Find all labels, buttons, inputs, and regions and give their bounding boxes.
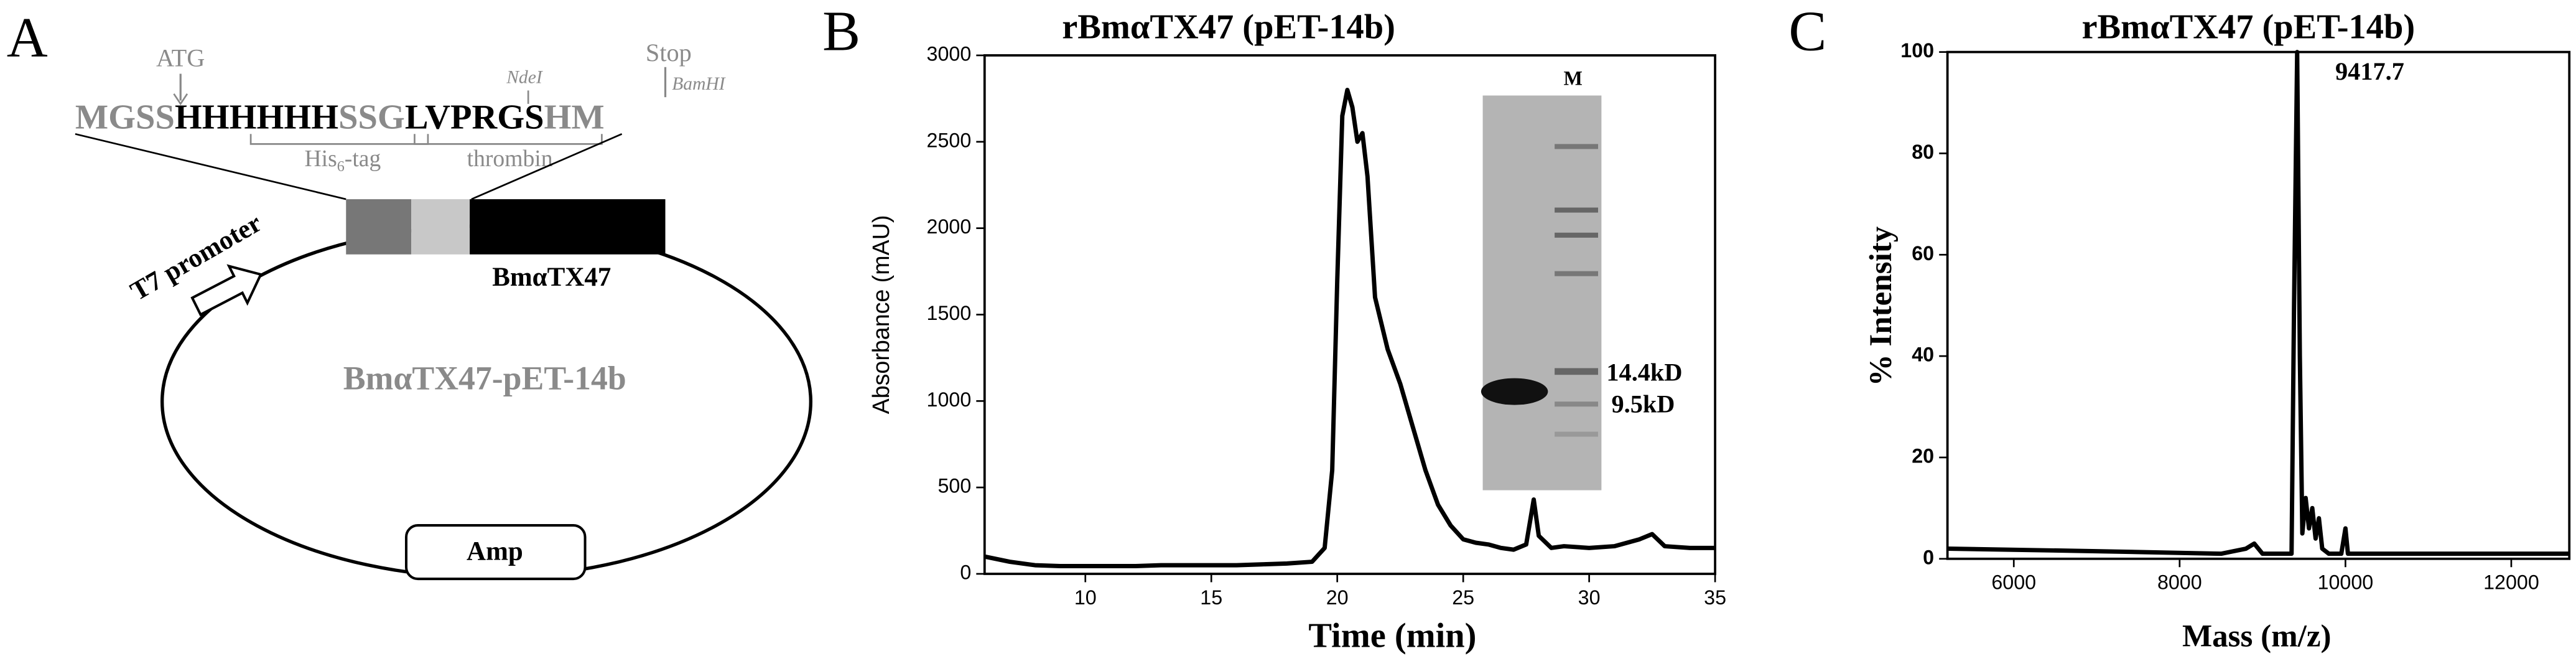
y-tick-label: 1500 [927, 302, 972, 324]
x-tick-label: 30 [1578, 586, 1601, 609]
x-tick-label: 8000 [2157, 571, 2202, 594]
y-tick-label: 0 [1923, 546, 1934, 568]
site-label: BamHI [672, 74, 725, 94]
x-tick-label: 25 [1452, 586, 1474, 609]
bracket [414, 134, 603, 145]
zoom-line [471, 133, 623, 200]
marker-band [1555, 401, 1598, 407]
marker-band [1555, 144, 1598, 149]
x-tick-label: 10000 [2318, 571, 2374, 594]
panel-label: C [1788, 0, 1826, 62]
site-label: NdeI [506, 67, 543, 87]
panel-label: A [7, 6, 48, 69]
seq-part: LVPRGS [405, 98, 544, 137]
arrow-head [173, 93, 188, 106]
y-tick-label: 2500 [927, 129, 972, 151]
y-tick-label: 1000 [927, 388, 972, 411]
x-tick-label: 15 [1200, 586, 1222, 609]
gene-label: BmαTX47 [492, 263, 611, 292]
y-tick-label: 80 [1912, 141, 1934, 163]
sequence: MGSSHHHHHHSSGLVPRGSHM [75, 98, 605, 137]
chart-title: rBmαTX47 (pET-14b) [2081, 8, 2415, 47]
zoom-line [75, 133, 346, 200]
plot-frame [1946, 50, 2571, 560]
gene-box [470, 199, 666, 255]
his-tag-label: His6-tag [304, 146, 381, 175]
marker-band [1555, 207, 1598, 213]
plasmid-label: BmαTX47-pET-14b [343, 359, 626, 396]
y-tick-label: 100 [1900, 39, 1934, 62]
y-tick-label: 60 [1912, 242, 1934, 265]
gel [1482, 95, 1602, 490]
chart-title: rBmαTX47 (pET-14b) [1062, 8, 1395, 47]
marker-band [1555, 271, 1598, 276]
y-tick-label: 500 [937, 475, 971, 497]
gel-label: M [1563, 67, 1582, 90]
x-tick-label: 20 [1326, 586, 1349, 609]
x-tick-label: 35 [1704, 586, 1726, 609]
gel-label: 9.5kD [1611, 390, 1675, 418]
thrombin-box [411, 199, 470, 255]
plot-frame [983, 54, 1716, 575]
x-tick-label: 10 [1074, 586, 1097, 609]
start-codon: ATG [156, 44, 205, 72]
his-tag-box [346, 199, 412, 255]
panel-label: B [822, 0, 860, 62]
y-axis-label: Absorbance (mAU) [868, 215, 894, 415]
marker-band [1555, 431, 1598, 437]
stop-codon: Stop [646, 39, 692, 67]
data-line [1947, 50, 2570, 556]
seq-part: HHHHHH [175, 98, 338, 137]
amp-box [404, 524, 587, 581]
amp-label: Amp [467, 537, 523, 566]
seq-part: MGSS [75, 98, 175, 137]
peak-label: 9417.7 [2335, 57, 2404, 85]
x-axis-label: Mass (m/z) [2182, 619, 2332, 654]
seq-part: SSG [338, 98, 405, 137]
y-tick-label: 20 [1912, 444, 1934, 467]
marker-band [1555, 368, 1598, 375]
y-tick-label: 0 [960, 561, 971, 584]
x-axis-label: Time (min) [1308, 617, 1476, 655]
bracket [249, 134, 429, 145]
plasmid-diagram: ATG Stop BamHI NdeI MGSSHHHHHHSSGLVPRGSH… [75, 39, 812, 581]
seq-part: HM [544, 98, 605, 137]
tag-part: 6 [337, 158, 345, 175]
gel-inset: M 14.4kD 9.5kD [1481, 67, 1682, 490]
promoter-arrow [190, 264, 263, 317]
x-tick-label: 6000 [1991, 571, 2036, 594]
thrombin-label: thrombin [467, 146, 553, 172]
y-axis-label: % Intensity [1864, 226, 1899, 386]
x-tick-label: 12000 [2483, 571, 2539, 594]
tag-part: His [304, 146, 337, 172]
y-tick-label: 2000 [927, 215, 972, 238]
y-tick-label: 40 [1912, 344, 1934, 366]
data-line [984, 88, 1716, 568]
marker-band [1555, 232, 1598, 238]
tag-part: -tag [345, 146, 381, 172]
gel-band [1481, 378, 1548, 405]
y-tick-label: 3000 [927, 42, 972, 65]
gel-label: 14.4kD [1606, 358, 1682, 386]
